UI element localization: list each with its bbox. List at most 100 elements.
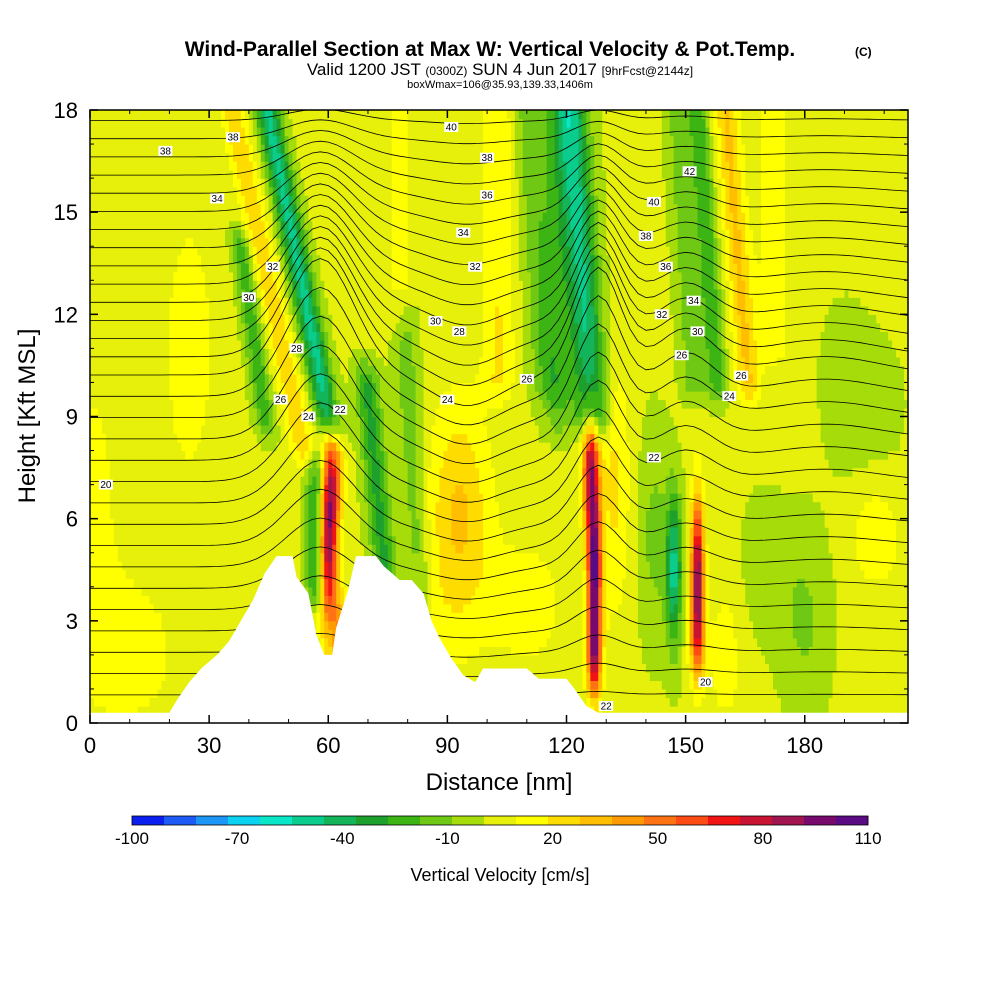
field-cell (209, 552, 214, 562)
field-cell (141, 127, 147, 137)
field-cell (93, 629, 99, 639)
field-cell (177, 356, 182, 367)
field-cell (185, 518, 190, 528)
field-cell (240, 535, 246, 545)
field-cell (129, 169, 135, 179)
field-cell (121, 646, 127, 656)
field-cell (169, 127, 174, 137)
field-cell (308, 382, 313, 392)
field-cell (288, 535, 294, 545)
field-cell (320, 535, 325, 545)
field-cell (360, 246, 365, 256)
field-cell (332, 493, 337, 503)
field-cell (240, 518, 246, 528)
field-cell (137, 161, 143, 171)
field-cell (248, 186, 254, 196)
field-cell (161, 331, 167, 341)
field-cell (228, 263, 234, 273)
field-cell (248, 178, 254, 188)
field-cell (232, 459, 238, 469)
field-cell (117, 416, 123, 426)
field-cell (328, 229, 333, 239)
field-cell (121, 161, 127, 171)
field-cell (117, 450, 123, 460)
field-cell (348, 407, 353, 418)
field-cell (264, 254, 270, 264)
field-cell (189, 433, 194, 443)
field-cell (109, 203, 115, 213)
field-cell (356, 501, 361, 511)
field-cell (244, 561, 250, 571)
field-cell (225, 476, 230, 486)
field-cell (296, 442, 302, 452)
field-cell (256, 356, 262, 367)
field-cell (324, 578, 329, 588)
field-cell (213, 280, 218, 290)
field-cell (153, 195, 159, 205)
field-cell (344, 527, 349, 537)
field-cell (272, 118, 278, 128)
field-cell (348, 518, 353, 528)
field-cell (360, 314, 365, 324)
field-cell (90, 569, 95, 579)
field-cell (288, 297, 294, 307)
field-cell (93, 493, 99, 503)
field-cell (280, 322, 286, 332)
field-cell (117, 671, 123, 682)
field-cell (161, 425, 167, 435)
field-cell (213, 186, 218, 196)
field-cell (300, 484, 306, 494)
field-cell (272, 127, 278, 137)
field-cell (113, 339, 119, 349)
field-cell (217, 237, 222, 247)
field-cell (244, 578, 250, 588)
field-cell (149, 663, 155, 673)
field-cell (205, 569, 210, 579)
field-cell (320, 186, 325, 196)
field-cell (177, 467, 182, 477)
field-cell (268, 399, 274, 409)
field-cell (181, 271, 186, 281)
field-cell (296, 544, 302, 554)
field-cell (300, 288, 306, 298)
field-cell (268, 484, 274, 494)
field-cell (248, 110, 254, 120)
field-cell (213, 203, 218, 213)
field-cell (304, 399, 309, 409)
field-cell (145, 476, 151, 486)
field-cell (201, 373, 206, 384)
field-cell (161, 118, 167, 128)
field-cell (117, 390, 123, 401)
field-cell (173, 552, 178, 562)
field-cell (284, 144, 290, 154)
field-cell (209, 544, 214, 554)
field-cell (276, 297, 282, 307)
field-cell (356, 484, 361, 494)
field-cell (129, 373, 135, 384)
field-cell (348, 288, 353, 298)
field-cell (133, 246, 139, 256)
field-cell (352, 314, 357, 324)
field-cell (316, 544, 321, 554)
field-cell (236, 561, 242, 571)
field-cell (328, 518, 333, 528)
field-cell (101, 382, 107, 392)
field-cell (157, 254, 163, 264)
field-cell (181, 348, 186, 358)
field-cell (153, 305, 159, 315)
field-cell (93, 544, 99, 554)
field-cell (312, 382, 317, 392)
field-cell (213, 110, 218, 120)
field-cell (177, 246, 182, 256)
field-cell (181, 390, 186, 401)
field-cell (272, 220, 278, 230)
field-cell (161, 254, 167, 264)
field-cell (272, 314, 278, 324)
field-cell (133, 280, 139, 290)
field-cell (260, 433, 266, 443)
field-cell (232, 433, 238, 443)
field-cell (213, 305, 218, 315)
field-cell (320, 178, 325, 188)
field-cell (300, 271, 306, 281)
field-cell (213, 135, 218, 145)
